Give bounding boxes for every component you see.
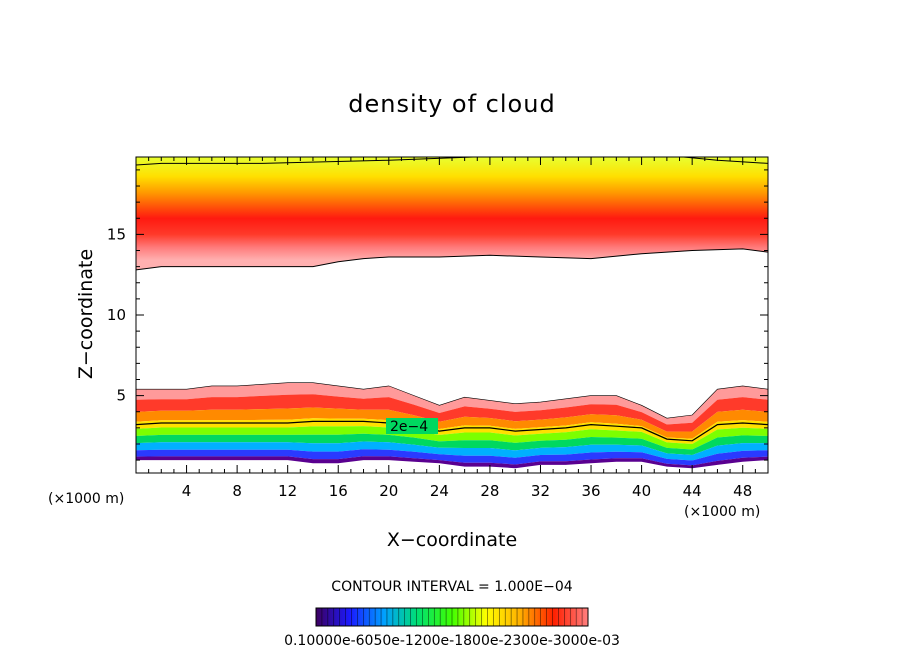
lower-cloud-band-1: [136, 394, 768, 432]
x-tick-label: 48: [733, 482, 752, 500]
x-unit-left: (×1000 m): [48, 491, 124, 507]
x-tick-label: 40: [632, 482, 651, 500]
contour-label-gap: [386, 418, 438, 434]
lower-cloud-band-3: [136, 418, 768, 444]
lower-cloud-band-2: [136, 407, 768, 439]
x-tick-label: 20: [379, 482, 398, 500]
x-tick-label: 16: [329, 482, 348, 500]
y-tick-label: 10: [107, 306, 126, 324]
y-axis: 5 10 15: [107, 169, 768, 461]
y-tick-label: 5: [116, 387, 126, 405]
x-tick-label: 8: [232, 482, 242, 500]
contour-upper-base: [136, 248, 768, 271]
x-tick-label: 12: [278, 482, 297, 500]
x-tick-label: 36: [581, 482, 600, 500]
x-tick-label: 24: [430, 482, 449, 500]
x-tick-label: 32: [531, 482, 550, 500]
contour-lines: [136, 157, 768, 442]
y-tick-label: 15: [107, 225, 126, 243]
upper-cloud-fill: [136, 157, 768, 270]
lower-cloud-layer: [136, 382, 768, 469]
lower-cloud-band-5: [136, 433, 768, 455]
y-axis-label: Z−coordinate: [75, 249, 97, 379]
colorbar-labels: 0.10000e-6050e-1200e-1800e-2300e-3000e-0…: [284, 633, 620, 649]
upper-cloud-layer: [136, 157, 768, 270]
x-tick-label: 44: [683, 482, 702, 500]
contour-2e-4: [136, 420, 768, 442]
x-unit-right: (×1000 m): [684, 504, 760, 520]
x-axis-label: X−coordinate: [387, 529, 517, 551]
x-axis: 4 8 12 16 20 24 28 32 36 40 44 48: [148, 157, 756, 500]
lower-cloud-band-0: [136, 382, 768, 425]
lower-cloud-band-4: [136, 426, 768, 450]
lower-cloud-band-8: [136, 456, 768, 469]
contour-lower-top: [136, 382, 768, 419]
contour-interval-text: CONTOUR INTERVAL = 1.000E−04: [331, 579, 572, 595]
contour-label: 2e−4: [390, 419, 428, 435]
colorbar: [315, 607, 589, 627]
x-tick-label: 4: [182, 482, 192, 500]
lower-cloud-band-6: [136, 441, 768, 461]
lower-cloud-band-7: [136, 449, 768, 466]
x-tick-label: 28: [480, 482, 499, 500]
chart-title: density of cloud: [348, 90, 555, 118]
